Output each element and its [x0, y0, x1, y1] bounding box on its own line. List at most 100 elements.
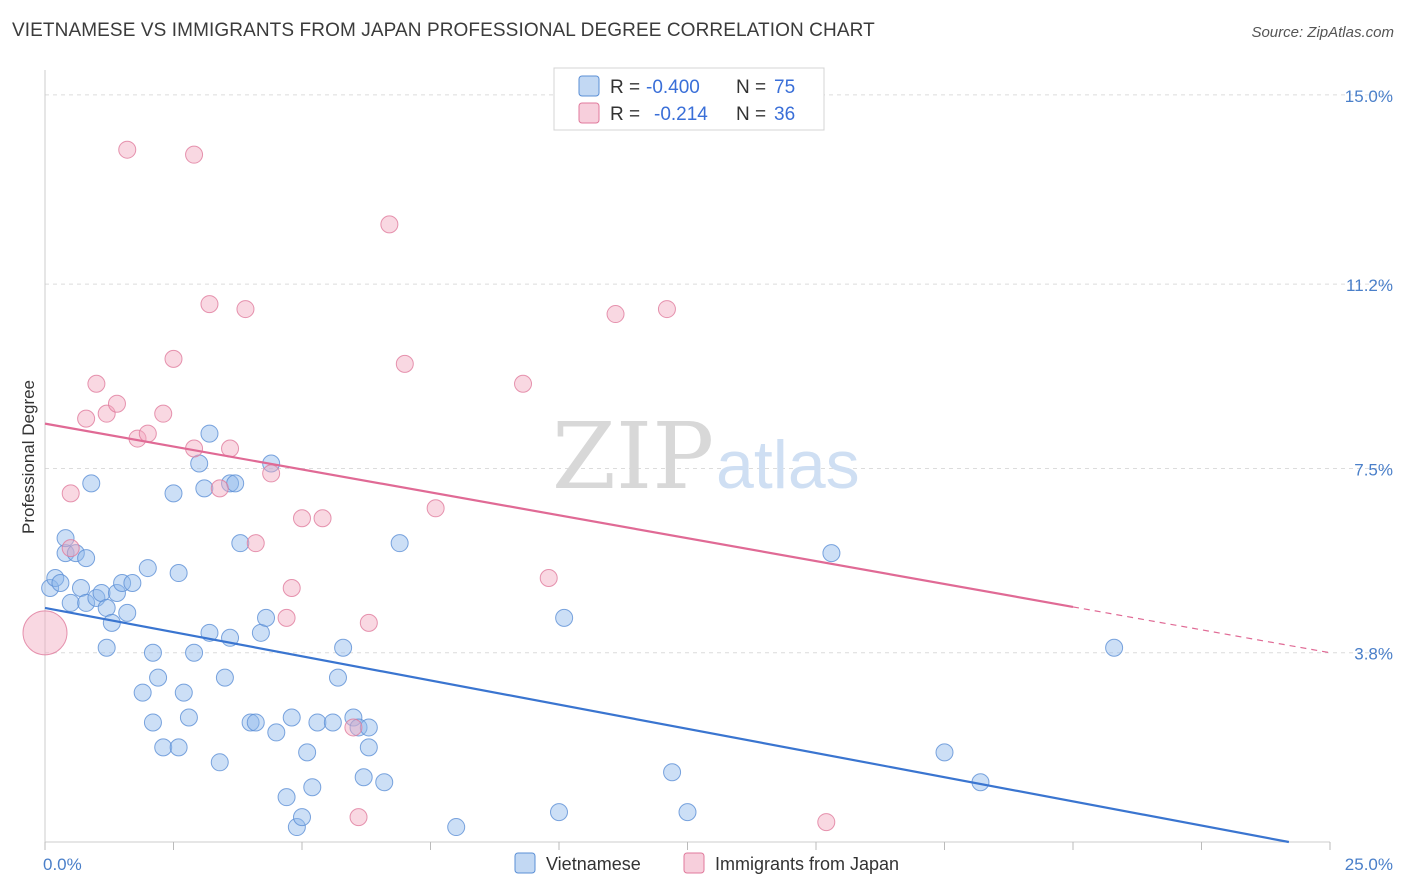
legend-correlation: R = -0.400 N = 75 R = -0.214 N = 36 — [553, 67, 825, 131]
legend-swatch-vietnamese — [578, 75, 600, 97]
legend-r-label: R = — [610, 104, 640, 125]
point-vietnamese — [354, 768, 373, 787]
point-japan — [514, 374, 533, 393]
legend-r-value: -0.400 — [646, 77, 700, 98]
x-tick-labels: 0.0% 25.0% — [43, 855, 1393, 874]
grid-lines — [45, 94, 1392, 654]
point-vietnamese — [550, 803, 568, 822]
point-vietnamese — [92, 583, 111, 602]
point-japan — [61, 484, 80, 503]
point-japan — [539, 569, 558, 588]
y-axis-label: Professional Degree — [19, 380, 38, 534]
point-vietnamese — [66, 544, 85, 563]
point-vietnamese — [143, 643, 162, 662]
point-vietnamese — [138, 559, 157, 578]
point-vietnamese — [179, 708, 198, 727]
point-japan — [118, 140, 137, 159]
point-vietnamese — [293, 808, 311, 827]
trend-line-japan — [44, 422, 1074, 608]
point-japan — [262, 464, 281, 483]
point-vietnamese — [200, 424, 219, 443]
point-vietnamese — [174, 683, 193, 702]
point-vietnamese — [51, 574, 70, 593]
x-tick-label: 0.0% — [43, 855, 82, 874]
point-vietnamese — [41, 578, 60, 597]
point-vietnamese — [822, 544, 841, 563]
point-vietnamese — [349, 718, 368, 737]
point-vietnamese — [663, 763, 682, 782]
point-vietnamese — [77, 593, 96, 612]
legend-n-value: 75 — [774, 77, 795, 98]
point-vietnamese — [344, 708, 363, 727]
legend-n-label: N = — [736, 77, 766, 98]
point-vietnamese — [359, 738, 378, 757]
point-vietnamese — [113, 574, 132, 593]
point-vietnamese — [359, 718, 378, 737]
point-japan — [236, 300, 255, 319]
point-vietnamese — [82, 474, 101, 493]
legend-n-label: N = — [736, 104, 766, 125]
point-japan — [154, 404, 173, 423]
point-japan — [293, 509, 311, 528]
y-tick-label: 3.8% — [1354, 645, 1393, 664]
point-japan — [395, 354, 414, 373]
point-japan — [107, 394, 126, 413]
point-japan — [200, 295, 219, 314]
point-vietnamese — [328, 668, 347, 687]
legend-r-label: R = — [610, 77, 640, 98]
point-japan — [138, 424, 157, 443]
y-tick-label: 11.2% — [1346, 276, 1393, 295]
point-vietnamese — [447, 818, 466, 837]
point-vietnamese — [555, 608, 574, 627]
point-japan — [22, 610, 68, 656]
point-japan — [164, 349, 183, 368]
legend-swatch-vietnamese — [514, 852, 536, 874]
legend-label-japan: Immigrants from Japan — [715, 854, 899, 874]
point-japan — [313, 509, 332, 528]
point-vietnamese — [251, 623, 270, 642]
point-japan — [185, 145, 204, 164]
legend-swatch-japan — [578, 102, 600, 124]
watermark-atlas: atlas — [716, 427, 860, 503]
chart-source: Source: ZipAtlas.com — [1251, 24, 1394, 41]
point-japan — [344, 718, 363, 737]
legend-swatch-japan — [683, 852, 705, 874]
point-vietnamese — [61, 593, 80, 612]
watermark-zip: ZIP — [552, 403, 714, 510]
chart-title: VIETNAMESE VS IMMIGRANTS FROM JAPAN PROF… — [12, 20, 875, 41]
legend-label-vietnamese: Vietnamese — [546, 854, 641, 874]
point-vietnamese — [257, 608, 276, 627]
point-vietnamese — [323, 713, 342, 732]
point-japan — [61, 539, 80, 558]
trend-line-vietnamese — [44, 606, 1290, 844]
point-vietnamese — [241, 713, 260, 732]
point-vietnamese — [97, 598, 116, 617]
point-vietnamese — [231, 534, 250, 553]
point-vietnamese — [154, 738, 173, 757]
point-vietnamese — [226, 474, 245, 493]
y-tick-label: 15.0% — [1345, 87, 1393, 106]
point-vietnamese — [164, 484, 183, 503]
point-vietnamese — [267, 723, 286, 742]
point-japan — [246, 534, 265, 553]
point-japan — [277, 608, 296, 627]
point-vietnamese — [298, 743, 317, 762]
point-japan — [606, 305, 625, 324]
watermark: ZIP atlas — [552, 403, 860, 510]
point-japan — [349, 808, 368, 827]
point-vietnamese — [71, 578, 90, 597]
point-japan — [817, 813, 836, 832]
legend-r-value: -0.214 — [654, 104, 708, 125]
point-vietnamese — [195, 479, 214, 498]
legend-n-value: 36 — [774, 104, 795, 125]
point-vietnamese — [190, 454, 209, 473]
point-japan — [359, 613, 378, 632]
point-vietnamese — [143, 713, 162, 732]
y-tick-labels: 3.8% 7.5% 11.2% 15.0% — [1345, 87, 1393, 664]
point-japan — [282, 578, 301, 597]
point-japan — [657, 300, 676, 319]
axes — [44, 70, 1331, 850]
point-vietnamese — [303, 778, 322, 797]
point-vietnamese — [169, 738, 188, 757]
point-vietnamese — [123, 574, 142, 593]
